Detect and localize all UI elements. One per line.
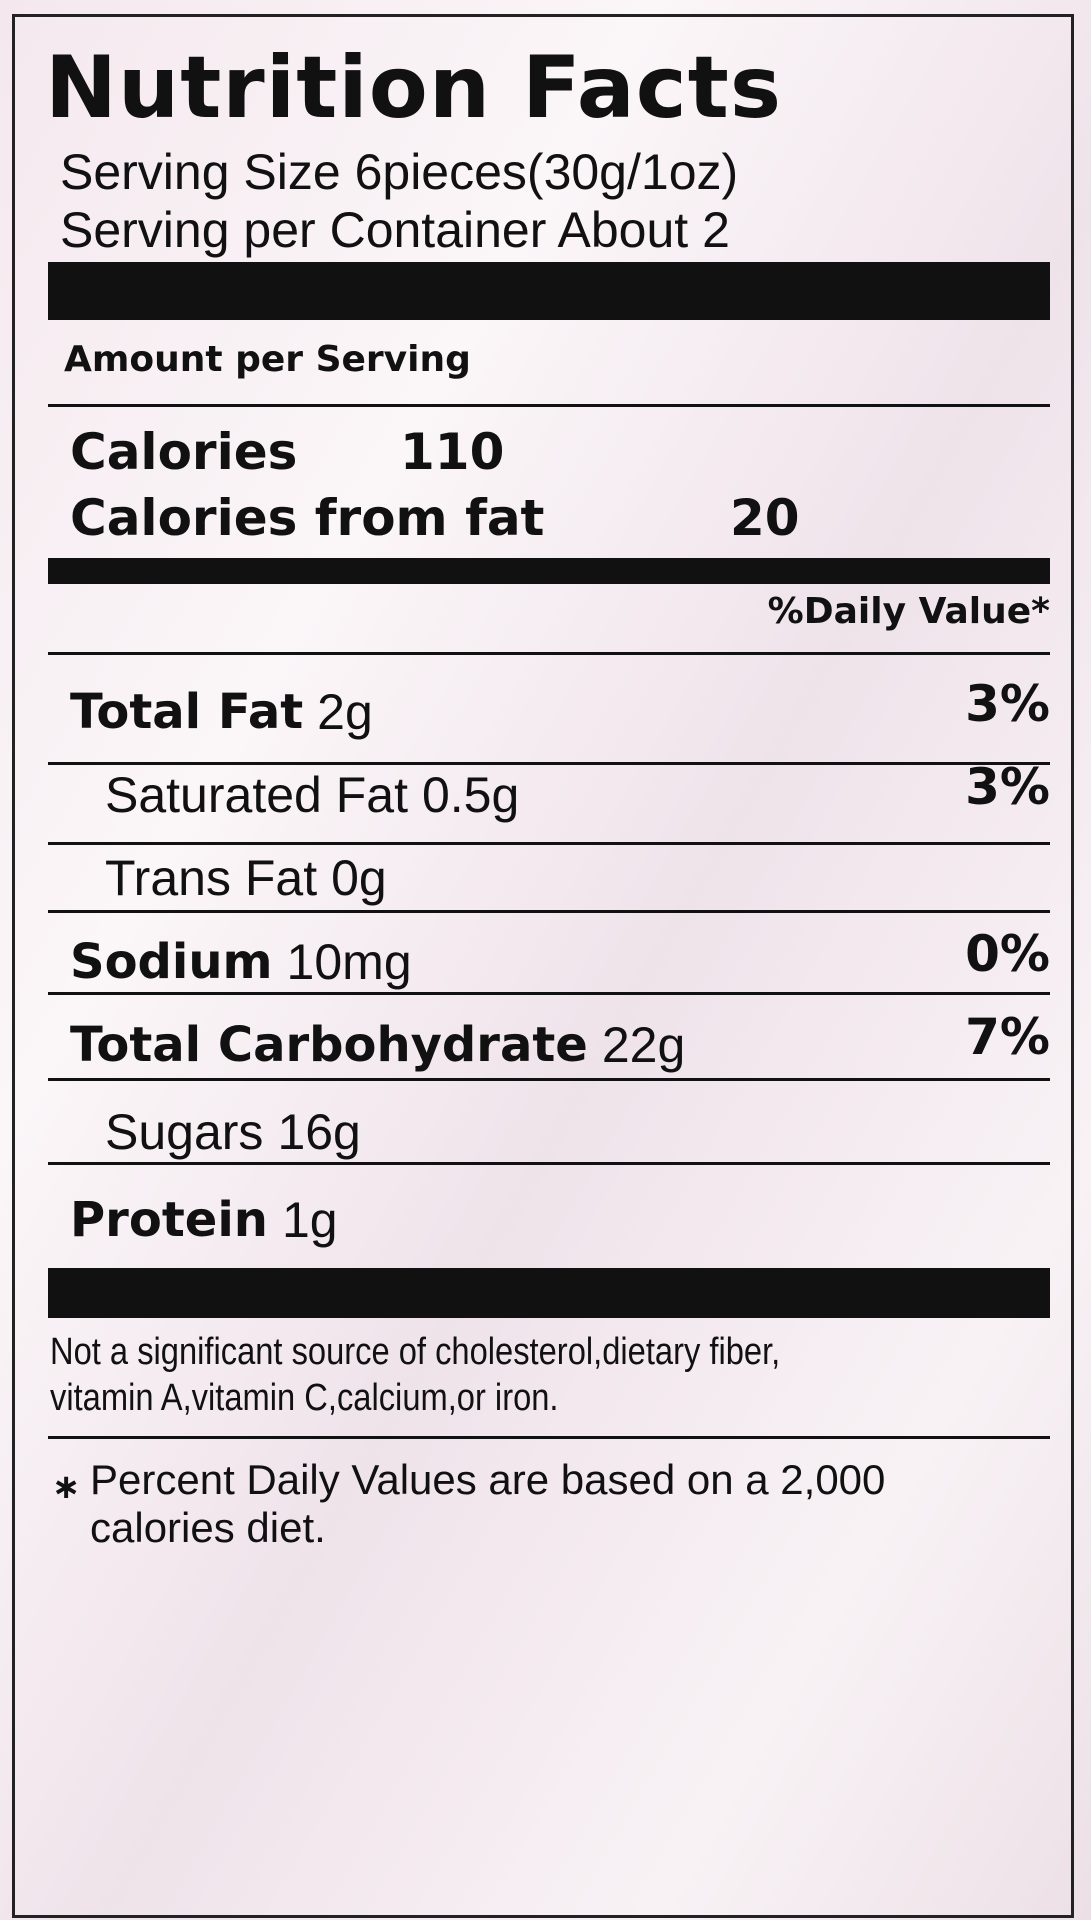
rule (48, 558, 1050, 584)
note: Not a significant source of cholesterol,… (50, 1331, 781, 1373)
nutrient-name: Trans Fat (105, 850, 318, 906)
amount-per-serving: Amount per Serving (64, 339, 471, 380)
nutrient-amount: 10mg (286, 934, 412, 990)
rule (48, 910, 1050, 913)
footnote: calories diet. (90, 1504, 326, 1551)
nutrient-daily-value: 0% (965, 925, 1050, 983)
servings-per-container: Serving per Container About 2 (60, 202, 730, 258)
calories-from-fat-value: 20 (730, 489, 800, 547)
rule (48, 1162, 1050, 1165)
nutrition-label (12, 14, 1074, 1918)
calories-label: Calories (70, 423, 298, 481)
calories-value: 110 (400, 423, 505, 481)
rule (48, 404, 1050, 407)
nutrient-daily-value: 3% (965, 675, 1050, 733)
rule (48, 1268, 1050, 1318)
serving-size: Serving Size 6pieces(30g/1oz) (60, 144, 739, 200)
rule (48, 842, 1050, 845)
nutrient-amount: 1g (281, 1192, 338, 1248)
nutrient-name: Total Fat (70, 684, 304, 740)
rule (48, 652, 1050, 655)
nutrient-amount: 0g (331, 850, 387, 906)
title: Nutrition Facts (45, 38, 783, 138)
nutrient-name: Protein (70, 1192, 268, 1248)
footnote: Percent Daily Values are based on a 2,00… (90, 1456, 886, 1503)
calories-from-fat-label: Calories from fat (70, 489, 545, 547)
note: vitamin A,vitamin C,calcium,or iron. (50, 1377, 559, 1419)
rule (48, 262, 1050, 320)
nutrient-amount: 22g (601, 1017, 686, 1073)
nutrient-amount: 16g (277, 1104, 361, 1160)
nutrient-name: Saturated Fat (105, 767, 408, 823)
nutrient-daily-value: 3% (965, 758, 1050, 816)
rule (48, 1078, 1050, 1081)
rule (48, 1436, 1050, 1439)
nutrient-name: Sugars (105, 1104, 264, 1160)
daily-value-header: %Daily Value* (767, 591, 1050, 632)
nutrient-daily-value: 7% (965, 1008, 1050, 1066)
nutrient-amount: 0.5g (421, 767, 520, 823)
nutrient-name: Sodium (70, 934, 273, 990)
nutrient-name: Total Carbohydrate (70, 1017, 588, 1073)
rule (48, 762, 1050, 765)
asterisk: ∗ (52, 1467, 81, 1507)
nutrient-amount: 2g (317, 684, 373, 740)
rule (48, 992, 1050, 995)
